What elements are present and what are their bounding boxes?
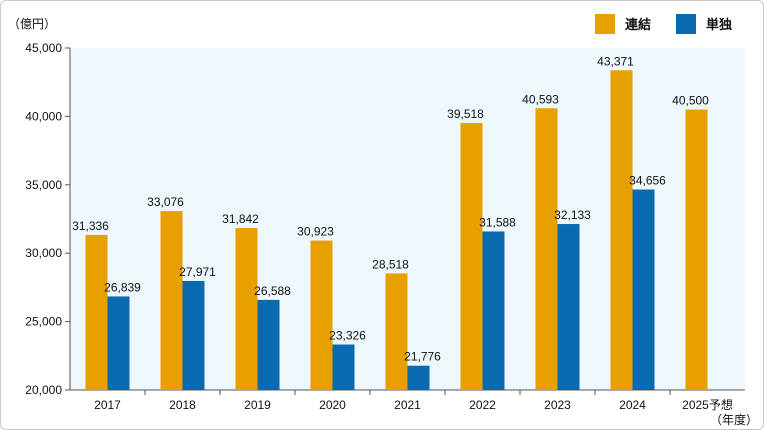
- x-category-label: 2024: [619, 398, 646, 412]
- y-tick-label: 40,000: [25, 109, 62, 123]
- x-category-label: 2025予想: [682, 397, 733, 412]
- legend-swatch: [595, 14, 615, 34]
- bar-nonconsolidated-2018: [182, 280, 205, 390]
- x-category-label: 2021: [394, 398, 421, 412]
- bar-consolidated-2023: [535, 108, 558, 391]
- y-tick-label: 30,000: [25, 246, 62, 260]
- data-label: 30,923: [297, 225, 334, 239]
- bar-consolidated-2022: [460, 122, 483, 390]
- data-label: 39,518: [447, 107, 484, 121]
- bar-consolidated-2019: [235, 228, 258, 390]
- data-label: 23,326: [329, 329, 366, 343]
- x-axis-unit-label: （年度）: [710, 412, 758, 427]
- y-axis-unit-label: （億円）: [8, 17, 56, 31]
- legend-label: 単独: [706, 17, 732, 32]
- legend-label: 連結: [625, 17, 651, 32]
- bar-consolidated-2021: [385, 273, 408, 390]
- bar-consolidated-2018: [160, 211, 183, 390]
- bar-consolidated-2025予想: [685, 109, 708, 390]
- x-category-label: 2022: [469, 398, 496, 412]
- y-tick-label: 35,000: [25, 178, 62, 192]
- data-label: 26,839: [104, 280, 141, 294]
- data-label: 31,336: [72, 219, 109, 233]
- bar-nonconsolidated-2022: [482, 231, 505, 390]
- data-label: 31,588: [479, 215, 516, 229]
- data-label: 33,076: [147, 195, 184, 209]
- bar-consolidated-2024: [610, 70, 633, 390]
- x-category-label: 2018: [169, 398, 196, 412]
- data-label: 40,500: [672, 94, 709, 108]
- y-tick-label: 25,000: [25, 315, 62, 329]
- bar-nonconsolidated-2020: [332, 344, 355, 390]
- data-label: 43,371: [597, 54, 634, 68]
- bar-nonconsolidated-2023: [557, 224, 580, 390]
- data-label: 34,656: [629, 174, 666, 188]
- data-label: 26,588: [254, 284, 291, 298]
- bar-consolidated-2020: [310, 240, 333, 390]
- x-category-label: 2019: [244, 398, 271, 412]
- bar-nonconsolidated-2021: [407, 365, 430, 390]
- data-label: 27,971: [179, 265, 216, 279]
- data-label: 31,842: [222, 212, 259, 226]
- data-label: 40,593: [522, 92, 559, 106]
- legend-swatch: [676, 14, 696, 34]
- bar-consolidated-2017: [85, 234, 108, 390]
- y-tick-label: 45,000: [25, 41, 62, 55]
- bar-nonconsolidated-2017: [107, 296, 130, 390]
- data-label: 21,776: [404, 350, 441, 364]
- bar-nonconsolidated-2019: [257, 299, 280, 390]
- data-label: 32,133: [554, 208, 591, 222]
- y-tick-label: 20,000: [25, 383, 62, 397]
- bar-nonconsolidated-2024: [632, 189, 655, 390]
- x-category-label: 2017: [94, 398, 121, 412]
- x-category-label: 2020: [319, 398, 346, 412]
- x-category-label: 2023: [544, 398, 571, 412]
- data-label: 28,518: [372, 257, 409, 271]
